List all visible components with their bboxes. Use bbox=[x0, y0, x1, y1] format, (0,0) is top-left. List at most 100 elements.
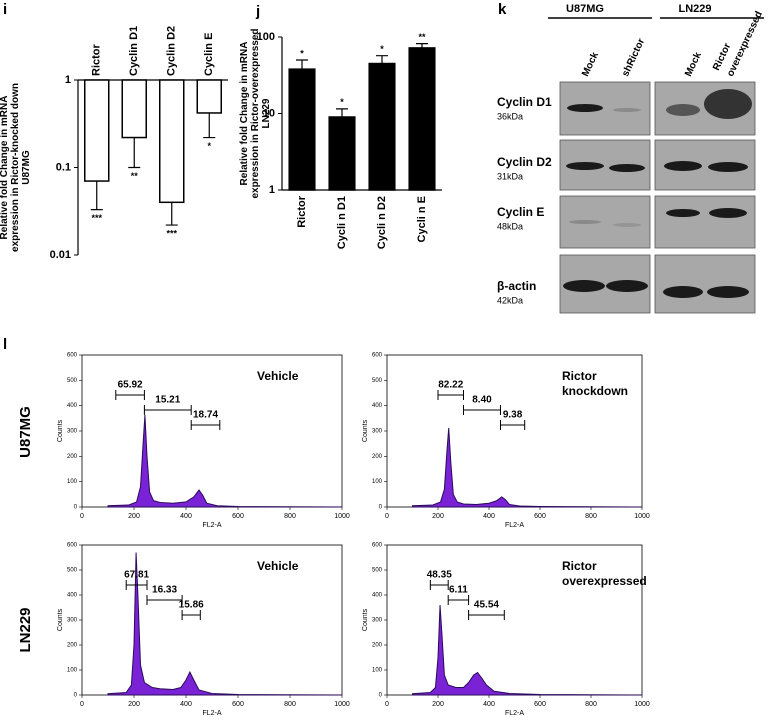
group-label: LN229 bbox=[678, 3, 711, 15]
protein-label: Cyclin D1 bbox=[497, 95, 552, 109]
y-tick-label: 200 bbox=[372, 454, 383, 460]
condition-label: Vehicle bbox=[257, 559, 299, 573]
lane-label: shRictor bbox=[620, 37, 647, 79]
x-tick-label: Cyclin D2 bbox=[166, 26, 178, 76]
gate bbox=[143, 405, 192, 415]
gate-label: 16.33 bbox=[152, 585, 177, 596]
gate bbox=[115, 390, 145, 400]
error-bar bbox=[416, 42, 428, 48]
protein-label: Cyclin E bbox=[497, 205, 544, 219]
y-tick-label: 100 bbox=[372, 479, 383, 485]
x-axis-label: FL2-A bbox=[202, 710, 221, 717]
x-tick-label: 400 bbox=[180, 513, 192, 520]
lane-label: Mock bbox=[683, 50, 704, 78]
error-bar bbox=[203, 112, 216, 139]
x-tick-label: 800 bbox=[284, 701, 296, 708]
y-tick-label: 0 bbox=[379, 693, 383, 699]
histogram bbox=[107, 415, 343, 508]
gate-label: 82.22 bbox=[438, 380, 463, 391]
significance: * bbox=[300, 48, 304, 58]
x-tick-label: 800 bbox=[585, 701, 597, 708]
y-tick-label: 200 bbox=[67, 643, 78, 649]
y-tick-label: 600 bbox=[372, 543, 383, 549]
histogram bbox=[107, 552, 343, 696]
bar bbox=[368, 62, 396, 191]
significance: * bbox=[380, 44, 384, 54]
y-axis-label: Counts bbox=[57, 419, 64, 442]
size-label: 48kDa bbox=[497, 221, 523, 231]
x-axis-label: FL2-A bbox=[505, 710, 524, 717]
x-tick-label: 0 bbox=[80, 701, 84, 708]
x-tick-label: 800 bbox=[585, 513, 597, 520]
error-bar bbox=[296, 59, 308, 70]
protein-label: Cyclin D2 bbox=[497, 155, 552, 169]
gate bbox=[468, 610, 505, 620]
y-tick-label: 1 bbox=[269, 184, 275, 196]
size-label: 42kDa bbox=[497, 295, 523, 305]
gate-label: 48.35 bbox=[427, 570, 452, 581]
x-tick-label: 200 bbox=[432, 701, 444, 708]
y-tick-label: 300 bbox=[67, 618, 78, 624]
lane-label: Mock bbox=[580, 50, 601, 78]
blot-bands bbox=[563, 89, 752, 298]
y-tick-label: 100 bbox=[257, 31, 275, 43]
y-tick-label: 400 bbox=[372, 403, 383, 409]
bar bbox=[288, 68, 316, 191]
error-bar bbox=[90, 181, 103, 211]
plot-frame bbox=[81, 354, 343, 508]
protein-label: β-actin bbox=[497, 279, 536, 293]
significance: *** bbox=[166, 228, 177, 238]
gate-label: 6.11 bbox=[449, 585, 468, 596]
x-tick-label: Cycli n E bbox=[416, 196, 428, 242]
error-bar bbox=[165, 202, 178, 226]
x-tick-label: Cycli n D1 bbox=[336, 196, 348, 249]
gate bbox=[499, 420, 526, 430]
group-label: U87MG bbox=[566, 3, 604, 15]
y-tick-label: 500 bbox=[372, 378, 383, 384]
gate-label: 15.21 bbox=[155, 395, 180, 406]
x-tick-label: Rictor bbox=[296, 195, 308, 228]
row-label: LN229 bbox=[17, 607, 34, 652]
y-tick-label: 400 bbox=[67, 403, 78, 409]
gate-label: 67.81 bbox=[124, 570, 149, 581]
x-tick-label: 400 bbox=[483, 701, 495, 708]
x-tick-label: 400 bbox=[483, 513, 495, 520]
x-axis-label: FL2-A bbox=[505, 522, 524, 529]
error-bar bbox=[376, 55, 388, 64]
significance: * bbox=[340, 97, 344, 107]
size-label: 36kDa bbox=[497, 111, 523, 121]
y-axis-label: Counts bbox=[57, 608, 64, 631]
gate-label: 18.74 bbox=[193, 410, 218, 421]
bar bbox=[84, 79, 110, 182]
gate bbox=[463, 405, 501, 415]
panel-label: k bbox=[498, 1, 507, 18]
condition-label: Rictor bbox=[562, 559, 597, 573]
bar bbox=[196, 79, 222, 114]
y-tick-label: 100 bbox=[67, 668, 78, 674]
y-tick-label: 500 bbox=[372, 568, 383, 574]
x-tick-label: 0 bbox=[385, 513, 389, 520]
x-tick-label: Cyclin D1 bbox=[128, 26, 140, 76]
y-tick-label: 200 bbox=[67, 454, 78, 460]
y-tick-label: 600 bbox=[67, 353, 78, 359]
row-label: U87MG bbox=[17, 406, 34, 458]
gate bbox=[146, 595, 183, 605]
y-axis-label-text: Relative fold Change in mRNA expression … bbox=[0, 83, 32, 252]
panel-label: l bbox=[3, 336, 7, 353]
y-tick-label: 0.01 bbox=[50, 249, 71, 261]
y-tick-label: 100 bbox=[372, 668, 383, 674]
x-tick-label: 400 bbox=[180, 701, 192, 708]
gate bbox=[429, 580, 449, 590]
condition-label: overexpressed bbox=[562, 574, 647, 588]
histogram bbox=[412, 427, 643, 508]
lane-label: overexpressed bbox=[725, 10, 765, 79]
gate-label: 9.38 bbox=[503, 410, 523, 421]
condition-label: knockdown bbox=[562, 384, 628, 398]
gate bbox=[437, 390, 464, 400]
bar bbox=[408, 47, 436, 191]
y-tick-label: 200 bbox=[372, 643, 383, 649]
x-tick-label: 1000 bbox=[634, 701, 650, 708]
gate bbox=[125, 580, 148, 590]
